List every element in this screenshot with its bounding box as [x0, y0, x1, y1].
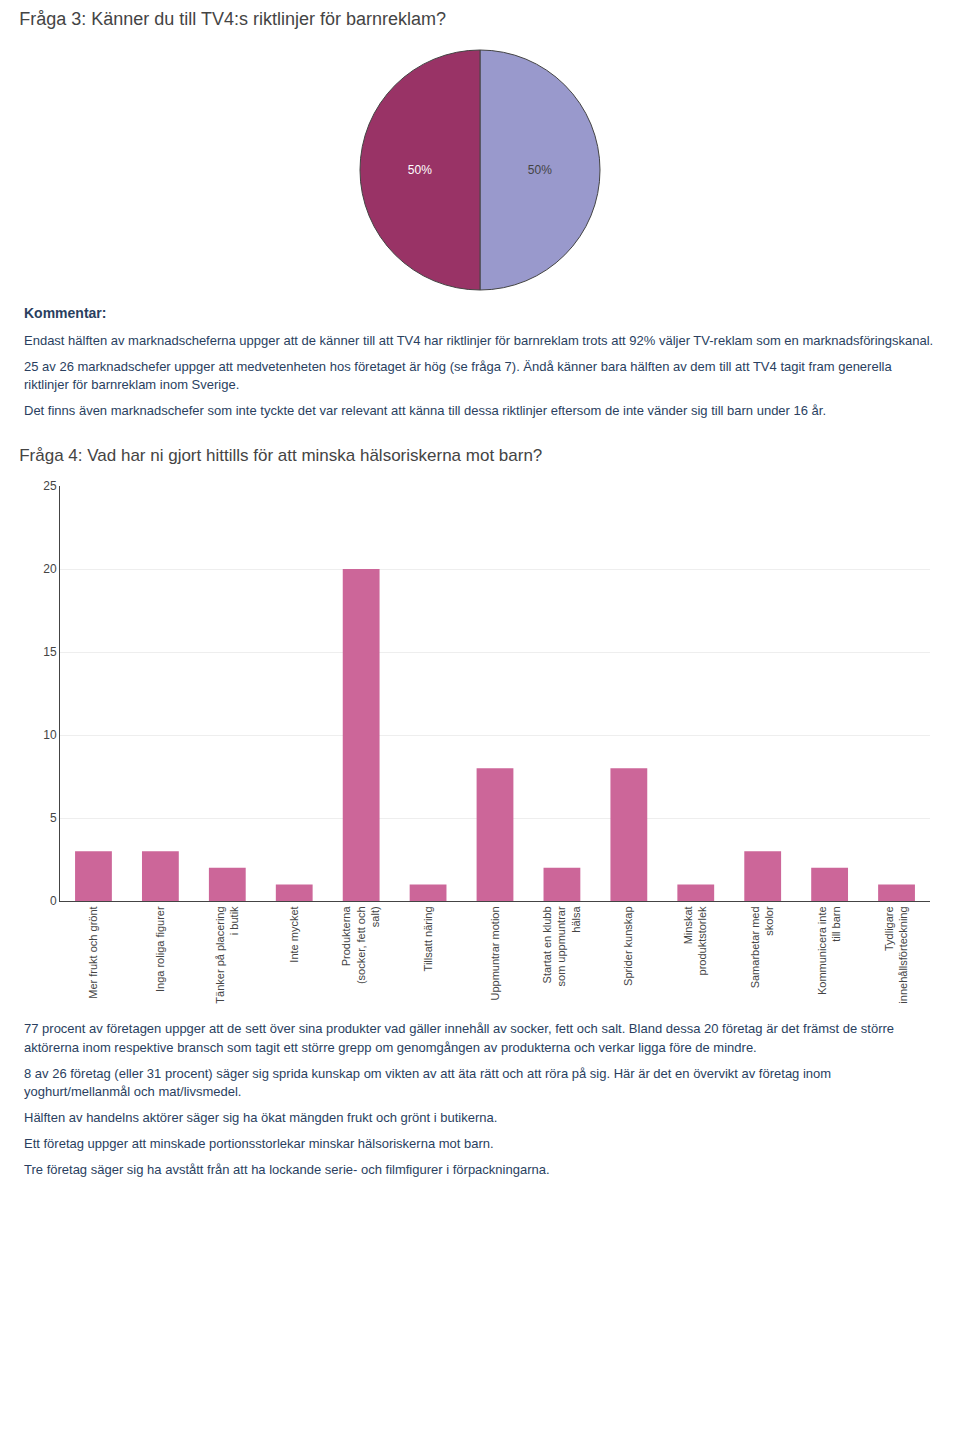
svg-text:Inte mycket: Inte mycket: [288, 907, 300, 963]
svg-text:Minskatproduktstorlek: Minskatproduktstorlek: [682, 906, 708, 976]
svg-text:Kommunicera intetill barn: Kommunicera intetill barn: [816, 907, 842, 996]
svg-text:Tänker på placeringi butik: Tänker på placeringi butik: [214, 906, 240, 1004]
svg-text:20: 20: [43, 563, 57, 577]
svg-text:Fråga 3: Känner du till TV4:s: Fråga 3: Känner du till TV4:s riktlinjer…: [19, 9, 446, 29]
html-text:Tre företag säger sig ha avstå: Tre företag säger sig ha avstått från at…: [24, 1162, 550, 1178]
svg-text:15: 15: [43, 646, 57, 660]
svg-text:Inga roliga figurer: Inga roliga figurer: [154, 906, 166, 992]
html-text:8 av 26 företag (eller 31 proc: 8 av 26 företag (eller 31 procent) säger…: [24, 1065, 832, 1099]
svg-text:Uppmuntrar motion: Uppmuntrar motion: [489, 907, 501, 1001]
svg-text:25: 25: [43, 480, 57, 494]
html-text:Ett företag uppger att minskad: Ett företag uppger att minskade portions…: [24, 1136, 494, 1152]
svg-text:Fråga 4: Vad har ni gjort hitt: Fråga 4: Vad har ni gjort hittills för a…: [19, 446, 542, 465]
html-text:Endast hälften av marknadschef: Endast hälften av marknadscheferna uppge…: [24, 332, 934, 348]
html-text:Hälften av handelns aktörer sä: Hälften av handelns aktörer säger sig ha…: [24, 1110, 498, 1126]
svg-text:Tillsatt näring: Tillsatt näring: [422, 907, 434, 972]
svg-text:Sprider kunskap: Sprider kunskap: [622, 907, 634, 987]
svg-text:Samarbetar medskolor: Samarbetar medskolor: [749, 906, 775, 988]
svg-text:10: 10: [43, 729, 57, 743]
svg-text:Mer frukt och grönt: Mer frukt och grönt: [87, 907, 99, 999]
html-text:25 av 26 marknadschefer uppger: 25 av 26 marknadschefer uppger att medve…: [24, 358, 892, 392]
svg-text:5: 5: [50, 812, 57, 826]
svg-text:50%: 50%: [528, 163, 552, 177]
svg-text:Produkterna(socker, fett ochsa: Produkterna(socker, fett ochsalt): [340, 906, 381, 985]
svg-text:Startat en klubbsom uppmuntrar: Startat en klubbsom uppmuntrarhälsa: [541, 906, 582, 987]
html-text:77 procent av företagen uppger: 77 procent av företagen uppger att de se…: [24, 1021, 895, 1055]
svg-text:Tydligareinnehållsförteckning: Tydligareinnehållsförteckning: [883, 907, 909, 1004]
svg-text:0: 0: [50, 895, 57, 909]
html-text:Det finns även marknadschefer: Det finns även marknadschefer som inte t…: [24, 403, 827, 419]
html-text:Kommentar:: Kommentar:: [24, 305, 107, 321]
svg-text:50%: 50%: [408, 163, 432, 177]
